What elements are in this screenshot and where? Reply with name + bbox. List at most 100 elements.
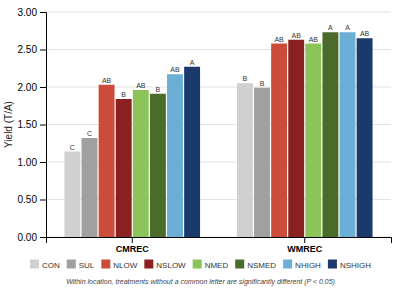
y-axis: 0.00 0.50 1.00 1.50 2.00 2.50 3.00 [18, 7, 47, 243]
y-tick: 0.50 [18, 194, 46, 205]
grid-line [46, 87, 391, 88]
footnote: Within location, treatments without a co… [66, 278, 335, 286]
y-tick: 2.00 [18, 82, 46, 93]
x-tick-mark [304, 237, 305, 243]
bars [64, 32, 372, 237]
letter-label: A [328, 24, 333, 31]
legend-item: NSMED [235, 260, 276, 270]
legend-item: NMED [193, 260, 229, 270]
plot-area: C B C B AB AB B AB AB AB B A AB A A AB 0.00 0.50 1.00 1.50 2… [18, 7, 392, 255]
y-tick-label: 0.00 [18, 232, 38, 243]
x-tick-label: CMREC [116, 244, 149, 254]
letter-label: AB [274, 36, 284, 43]
legend-swatch [144, 260, 153, 269]
y-tick-label: 3.00 [18, 7, 38, 18]
x-axis-line [47, 238, 392, 244]
x-axis: CMREC WMREC [47, 237, 392, 254]
y-tick-label: 2.50 [18, 44, 38, 55]
grid [46, 12, 391, 237]
legend-swatch [30, 260, 39, 269]
legend-swatch [328, 260, 337, 269]
bar [357, 38, 373, 237]
y-tick-mark [40, 87, 46, 88]
legend-swatch [67, 260, 76, 269]
x-tick-mark [132, 237, 133, 243]
letter-label: AB [360, 30, 370, 37]
legend-swatch [101, 260, 110, 269]
bar [150, 94, 166, 237]
bar [116, 99, 132, 237]
letter-label: B [260, 80, 265, 87]
bar [271, 44, 287, 238]
x-tick: CMREC [116, 237, 149, 254]
letter-label: B [156, 86, 161, 93]
legend-label: CON [42, 261, 60, 270]
letter-label: B [243, 75, 248, 82]
legend-label: NMED [205, 261, 229, 270]
grid-line [46, 199, 391, 200]
legend-item: NSLOW [144, 260, 186, 270]
y-tick-mark [40, 12, 46, 13]
legend-label: NHIGH [295, 261, 321, 270]
letter-label: A [190, 59, 195, 66]
grid-line [46, 49, 391, 50]
y-tick: 0.00 [18, 232, 46, 243]
legend-label: SUL [79, 261, 95, 270]
y-tick-label: 1.00 [18, 157, 38, 168]
bar [184, 67, 200, 237]
legend-item: CON [30, 260, 60, 270]
legend-swatch [235, 260, 244, 269]
bar [254, 88, 270, 237]
letter-label: AB [102, 77, 112, 84]
letter-label: A [345, 24, 350, 31]
bar [64, 152, 80, 238]
legend-swatch [193, 260, 202, 269]
y-tick: 1.00 [18, 157, 46, 168]
bar [82, 138, 98, 237]
bar [167, 74, 183, 237]
letter-label: AB [170, 66, 180, 73]
y-tick: 3.00 [18, 7, 46, 18]
letter-label: AB [136, 82, 146, 89]
letter-label: B [121, 91, 126, 98]
letter-label: AB [292, 32, 302, 39]
legend-item: NLOW [101, 260, 137, 270]
bar [288, 40, 304, 237]
bar [133, 90, 149, 237]
grid-line [46, 12, 391, 13]
letter-label: C [70, 144, 75, 151]
x-tick: WMREC [287, 237, 322, 254]
y-tick-mark [40, 200, 46, 201]
chart-svg: CON SUL NLOW NSLOW NMED NSMED NHIGH NSHIGH C B C B A… [0, 0, 401, 288]
y-tick-mark [40, 162, 46, 163]
y-tick-mark [40, 237, 46, 238]
x-tick-label: WMREC [287, 244, 322, 254]
letter-label: AB [309, 36, 319, 43]
grid-line [46, 124, 391, 125]
grid-line [46, 162, 391, 163]
y-axis-line [40, 13, 47, 238]
legend-label: NSLOW [156, 261, 186, 270]
y-tick-label: 1.50 [18, 119, 38, 130]
bar [305, 44, 321, 238]
legend-label: NSHIGH [340, 261, 371, 270]
y-tick: 2.50 [18, 44, 46, 55]
bar [340, 32, 356, 237]
y-tick-label: 2.00 [18, 82, 38, 93]
bar [237, 83, 253, 237]
letter-label: C [87, 130, 92, 137]
bar [99, 85, 115, 237]
y-axis-title: Yield (T/A) [3, 101, 14, 148]
letter-labels: C B C B AB AB B AB AB AB B A AB A A AB [70, 24, 370, 150]
legend-label: NLOW [113, 261, 137, 270]
legend-item: NHIGH [283, 260, 321, 270]
y-tick-label: 0.50 [18, 194, 38, 205]
legend-item: SUL [67, 260, 95, 270]
legend-item: NSHIGH [328, 260, 371, 270]
y-tick-mark [40, 125, 46, 126]
legend-swatch [283, 260, 292, 269]
bar [322, 32, 338, 237]
chart-container: CON SUL NLOW NSLOW NMED NSMED NHIGH NSHIGH C B C B A… [0, 0, 401, 288]
legend: CON SUL NLOW NSLOW NMED NSMED NHIGH NSHIGH [30, 260, 371, 270]
y-tick: 1.50 [18, 119, 46, 130]
